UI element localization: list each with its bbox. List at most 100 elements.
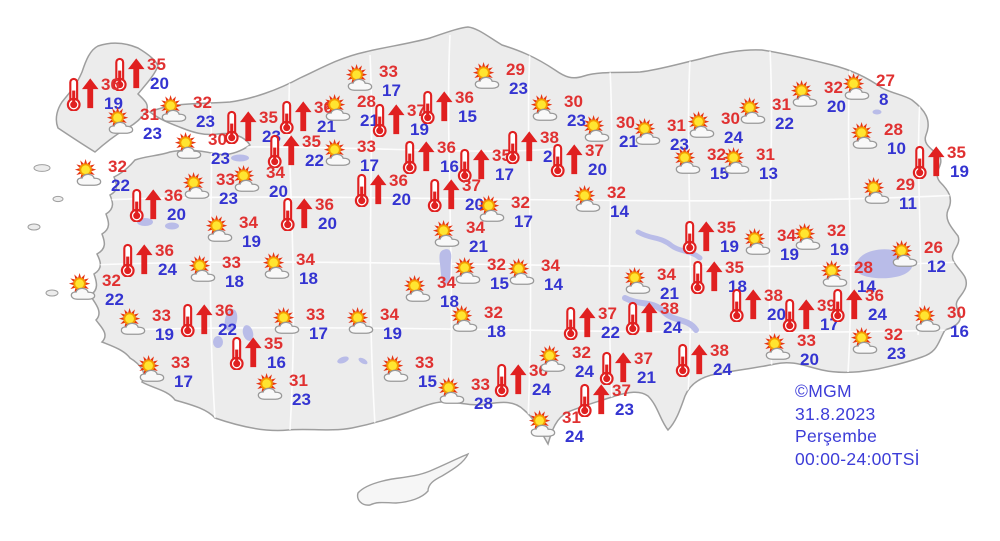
- weather-station: 34 18: [259, 251, 318, 287]
- min-temp: 22: [111, 176, 130, 195]
- min-temp: 19: [104, 94, 123, 113]
- weather-station: 32 15: [670, 146, 729, 182]
- aegean-islands: [27, 164, 64, 297]
- weather-station: 28 14: [817, 259, 876, 295]
- lakes: [137, 109, 913, 365]
- min-temp: 21: [360, 111, 379, 130]
- rising-temperature-icon: [400, 139, 435, 174]
- partly-cloudy-icon: [847, 121, 882, 156]
- thrace-landmass: [55, 42, 159, 153]
- weather-station: 33 17: [269, 306, 328, 342]
- max-temp: 28: [854, 258, 873, 277]
- weather-station: 33 17: [342, 63, 401, 99]
- max-temp: 36: [865, 286, 884, 305]
- min-temp: 19: [720, 237, 739, 256]
- max-temp: 34: [266, 163, 285, 182]
- cyprus-island: [356, 452, 470, 506]
- max-temp: 38: [710, 341, 729, 360]
- min-temp: 16: [950, 322, 969, 341]
- partly-cloudy-icon: [320, 138, 355, 173]
- weather-station: 34 14: [504, 257, 563, 293]
- weather-station: 33 19: [115, 307, 174, 343]
- max-temp: 37: [612, 381, 631, 400]
- rising-temperature-icon: [227, 335, 262, 370]
- weather-station: 36 24: [118, 242, 177, 278]
- max-temp: 33: [152, 306, 171, 325]
- partly-cloudy-icon: [115, 307, 150, 342]
- partly-cloudy-icon: [429, 219, 464, 254]
- max-temp: 33: [357, 137, 376, 156]
- min-temp: 24: [868, 305, 887, 324]
- weather-station: 32 23: [156, 94, 215, 130]
- weather-station: 33 15: [378, 354, 437, 390]
- min-temp: 28: [474, 394, 493, 413]
- max-temp: 36: [164, 186, 183, 205]
- max-temp: 34: [239, 213, 258, 232]
- weather-station: 34 19: [343, 306, 402, 342]
- min-temp: 23: [196, 112, 215, 131]
- max-temp: 35: [147, 55, 166, 74]
- weather-station: 36 20: [127, 187, 186, 223]
- rising-temperature-icon: [680, 219, 715, 254]
- weather-station: 30 23: [527, 93, 586, 129]
- min-temp: 18: [487, 322, 506, 341]
- min-temp: 24: [663, 318, 682, 337]
- max-temp: 35: [717, 218, 736, 237]
- rising-temperature-icon: [425, 177, 460, 212]
- min-temp: 24: [575, 362, 594, 381]
- min-temp: 23: [887, 344, 906, 363]
- min-temp: 24: [724, 128, 743, 147]
- partly-cloudy-icon: [527, 93, 562, 128]
- min-temp: 17: [309, 324, 328, 343]
- max-temp: 31: [140, 105, 159, 124]
- partly-cloudy-icon: [103, 106, 138, 141]
- rising-temperature-icon: [673, 342, 708, 377]
- rising-temperature-icon: [278, 196, 313, 231]
- rising-temperature-icon: [727, 287, 762, 322]
- partly-cloudy-icon: [134, 354, 169, 389]
- partly-cloudy-icon: [859, 176, 894, 211]
- weather-station: 36 24: [828, 287, 887, 323]
- min-temp: 12: [927, 257, 946, 276]
- max-temp: 37: [585, 141, 604, 160]
- min-temp: 14: [857, 277, 876, 296]
- weather-station: 31 13: [719, 146, 778, 182]
- partly-cloudy-icon: [719, 146, 754, 181]
- weather-station: 32 23: [847, 326, 906, 362]
- max-temp: 37: [598, 304, 617, 323]
- min-temp: 17: [174, 372, 193, 391]
- weather-station: 36 20: [278, 196, 337, 232]
- partly-cloudy-icon: [620, 266, 655, 301]
- min-temp: 19: [830, 240, 849, 259]
- day-text: Perşembe: [795, 426, 878, 446]
- partly-cloudy-icon: [790, 222, 825, 257]
- max-temp: 36: [101, 75, 120, 94]
- max-temp: 34: [380, 305, 399, 324]
- min-temp: 24: [713, 360, 732, 379]
- max-temp: 32: [484, 303, 503, 322]
- partly-cloudy-icon: [847, 326, 882, 361]
- weather-station: 36 16: [400, 139, 459, 175]
- partly-cloudy-icon: [400, 274, 435, 309]
- weather-station: 30 24: [684, 110, 743, 146]
- rising-temperature-icon: [688, 259, 723, 294]
- weather-station: 37 21: [597, 350, 656, 386]
- min-temp: 13: [759, 164, 778, 183]
- weather-station: 31 23: [252, 372, 311, 408]
- partly-cloudy-icon: [735, 96, 770, 131]
- date-text: 31.8.2023: [795, 403, 876, 424]
- max-temp: 37: [407, 101, 426, 120]
- weather-station: 34 21: [620, 266, 679, 302]
- weather-station: 32 14: [570, 184, 629, 220]
- rising-temperature-icon: [418, 89, 453, 124]
- max-temp: 32: [511, 193, 530, 212]
- min-temp: 20: [167, 205, 186, 224]
- weather-station: 32 22: [71, 158, 130, 194]
- max-temp: 31: [667, 116, 686, 135]
- rising-temperature-icon: [352, 172, 387, 207]
- min-temp: 23: [292, 390, 311, 409]
- weather-station: 29 11: [859, 176, 917, 212]
- weather-station: 37 20: [548, 142, 607, 178]
- min-temp: 16: [267, 353, 286, 372]
- weather-station: 33 28: [434, 376, 493, 412]
